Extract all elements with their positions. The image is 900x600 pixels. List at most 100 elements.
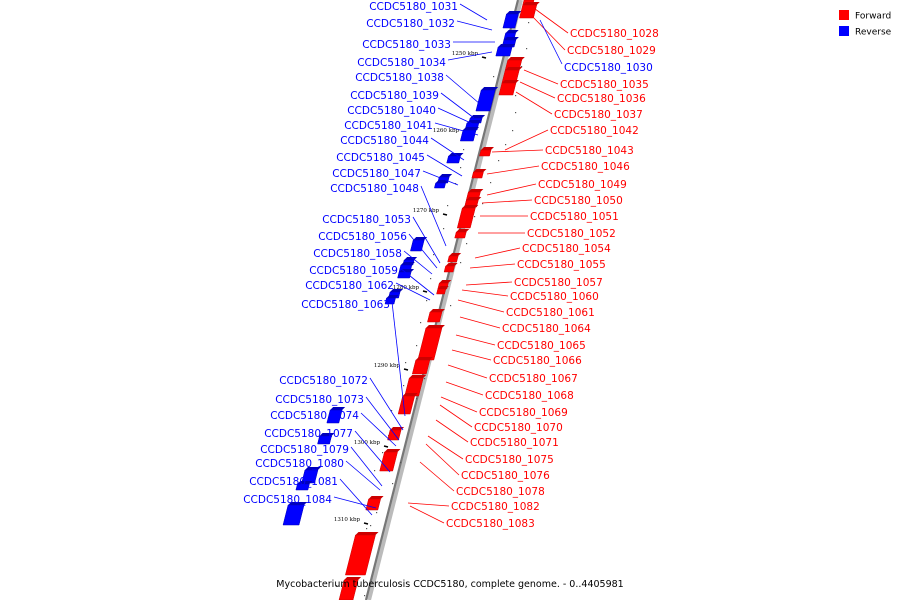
reverse-gene-label: CCDC5180_1079 xyxy=(260,444,349,456)
forward-label-leader xyxy=(469,263,516,269)
minor-tick xyxy=(526,48,528,50)
reverse-gene-label: CCDC5180_1063 xyxy=(301,299,390,311)
forward-label-leader xyxy=(474,247,521,259)
forward-label-leader xyxy=(515,91,553,115)
forward-label-leader xyxy=(465,281,513,286)
forward-gene-label: CCDC5180_1068 xyxy=(485,390,574,402)
forward-gene-facet xyxy=(344,577,362,580)
scale-tick-mark xyxy=(403,368,409,371)
forward-gene-label: CCDC5180_1065 xyxy=(497,340,586,352)
forward-label-leader xyxy=(435,419,469,443)
minor-tick xyxy=(521,66,523,68)
forward-gene-facet xyxy=(355,532,379,535)
reverse-label-leader xyxy=(333,496,377,509)
reverse-gene-facet xyxy=(503,37,519,40)
gene-features xyxy=(282,0,540,600)
reverse-gene-label: CCDC5180_1034 xyxy=(357,57,446,69)
minor-tick xyxy=(370,525,372,527)
forward-gene-feature xyxy=(456,207,476,229)
forward-gene-facet xyxy=(402,393,418,396)
reverse-gene-feature xyxy=(282,504,305,526)
scale-tick-label: 1300 kbp xyxy=(354,440,381,446)
forward-gene-feature xyxy=(387,429,402,441)
forward-gene-label: CCDC5180_1060 xyxy=(510,291,599,303)
reverse-gene-feature xyxy=(495,46,513,57)
forward-gene-facet xyxy=(462,205,479,208)
minor-tick xyxy=(528,22,530,24)
forward-gene-label: CCDC5180_1076 xyxy=(461,470,550,482)
forward-gene-feature xyxy=(379,451,398,472)
forward-gene-facet xyxy=(445,263,458,266)
minor-tick xyxy=(376,512,378,514)
forward-gene-facet xyxy=(501,80,519,83)
minor-tick xyxy=(515,95,517,97)
minor-tick xyxy=(482,203,484,205)
forward-gene-label: CCDC5180_1075 xyxy=(465,454,554,466)
forward-gene-label: CCDC5180_1042 xyxy=(550,125,639,137)
forward-label-leader xyxy=(447,364,488,379)
forward-label-leader xyxy=(451,349,492,361)
reverse-gene-label: CCDC5180_1062 xyxy=(305,280,394,292)
reverse-label-leader xyxy=(412,216,441,264)
minor-tick xyxy=(403,385,405,387)
reverse-gene-label: CCDC5180_1038 xyxy=(355,72,444,84)
scale-tick-mark xyxy=(422,290,428,293)
forward-gene-label: CCDC5180_1046 xyxy=(541,161,630,173)
forward-gene-facet xyxy=(439,280,452,283)
reverse-gene-facet xyxy=(304,467,321,470)
forward-label-leader xyxy=(530,14,566,51)
minor-tick xyxy=(424,378,426,380)
forward-gene-facet xyxy=(384,449,401,452)
reverse-label-leader xyxy=(539,19,563,65)
scale-tick-mark xyxy=(481,56,487,59)
forward-gene-label: CCDC5180_1061 xyxy=(506,307,595,319)
minor-tick xyxy=(400,462,402,464)
forward-gene-label: CCDC5180_1051 xyxy=(530,211,619,223)
forward-gene-feature xyxy=(436,288,447,295)
forward-label-leader xyxy=(491,149,544,153)
minor-tick xyxy=(505,144,507,146)
minor-tick xyxy=(426,300,428,302)
reverse-gene-label: CCDC5180_1039 xyxy=(350,90,439,102)
reverse-label-leader xyxy=(459,3,488,21)
minor-tick xyxy=(460,167,462,169)
minor-tick xyxy=(450,305,452,307)
forward-gene-facet xyxy=(409,375,427,378)
forward-label-leader xyxy=(425,443,460,476)
forward-gene-label: CCDC5180_1037 xyxy=(554,109,643,121)
forward-label-leader xyxy=(457,299,505,313)
gene-labels: CCDC5180_1031 CCDC5180_1032 CCDC5180_1033 C… xyxy=(243,1,659,530)
minor-tick xyxy=(405,362,407,364)
forward-gene-feature xyxy=(345,534,376,576)
reverse-gene-facet xyxy=(288,502,308,505)
forward-gene-facet xyxy=(368,496,384,499)
minor-tick xyxy=(466,243,468,245)
scale-tick-label: 1310 kbp xyxy=(334,517,361,523)
forward-gene-label: CCDC5180_1054 xyxy=(522,243,611,255)
scale-tick-label: 1270 kbp xyxy=(413,208,440,214)
forward-label-leader xyxy=(481,199,533,204)
forward-label-leader xyxy=(419,461,455,492)
forward-gene-feature xyxy=(471,171,484,179)
reverse-label-leader xyxy=(350,446,383,487)
reverse-gene-facet xyxy=(435,180,449,183)
reverse-gene-label: CCDC5180_1058 xyxy=(313,248,402,260)
reverse-gene-label: CCDC5180_1056 xyxy=(318,231,407,243)
reverse-gene-label: CCDC5180_1080 xyxy=(255,458,344,470)
forward-label-leader xyxy=(486,183,537,196)
map-caption: Mycobacterium tuberculosis CCDC5180, com… xyxy=(276,579,623,590)
minor-tick xyxy=(336,585,338,587)
reverse-gene-facet xyxy=(330,407,346,410)
forward-gene-facet xyxy=(466,197,482,200)
minor-tick xyxy=(433,254,435,256)
reverse-gene-label: CCDC5180_1084 xyxy=(243,494,332,506)
forward-gene-label: CCDC5180_1028 xyxy=(570,28,659,40)
reverse-gene-label: CCDC5180_1033 xyxy=(362,39,451,51)
forward-gene-facet xyxy=(437,286,449,289)
reverse-gene-facet xyxy=(498,44,516,47)
minor-tick xyxy=(463,149,465,151)
forward-gene-feature xyxy=(417,327,443,361)
minor-tick xyxy=(416,345,418,347)
reverse-label-leader xyxy=(369,377,404,431)
